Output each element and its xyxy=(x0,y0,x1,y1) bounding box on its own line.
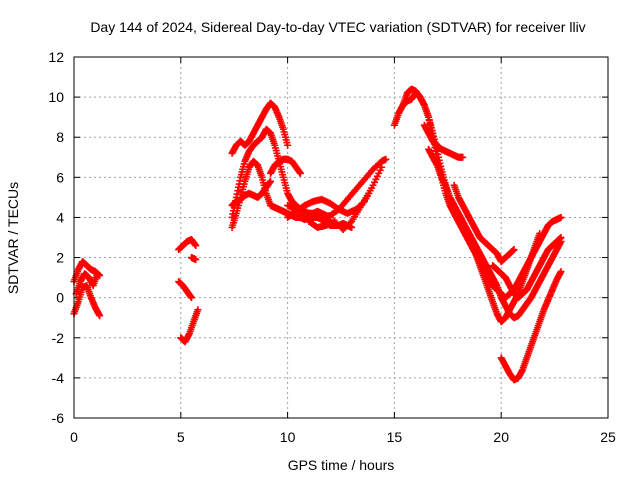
data-point xyxy=(192,242,200,250)
y-tick-label: 6 xyxy=(56,169,64,185)
x-tick-label: 20 xyxy=(493,429,509,445)
data-point xyxy=(93,270,101,278)
data-point xyxy=(346,219,354,227)
data-point xyxy=(510,246,518,254)
series-trace-4 xyxy=(175,236,200,254)
series-trace-15 xyxy=(305,189,373,233)
series-trace-19 xyxy=(420,121,467,161)
data-point xyxy=(365,189,373,197)
data-point xyxy=(284,141,292,149)
data-point xyxy=(296,169,304,177)
x-tick-label: 5 xyxy=(177,429,185,445)
data-point xyxy=(378,163,386,171)
y-tick-labels: -6 -4 -2 0 2 4 6 8 10 12 xyxy=(48,49,64,426)
data-point xyxy=(557,268,565,276)
data-point xyxy=(194,306,202,314)
y-tick-label: 2 xyxy=(56,250,64,266)
data-points xyxy=(70,85,565,384)
series-trace-18 xyxy=(425,145,565,322)
data-point xyxy=(96,312,104,320)
chart-title: Day 144 of 2024, Sidereal Day-to-day VTE… xyxy=(90,19,585,35)
y-axis-label: SDTVAR / TECUs xyxy=(5,182,21,294)
data-point xyxy=(557,213,565,221)
y-tick-label: 12 xyxy=(48,49,64,65)
x-tick-labels: 0 5 10 15 20 25 xyxy=(70,429,616,445)
series-trace-12 xyxy=(267,155,304,177)
x-tick-label: 0 xyxy=(70,429,78,445)
y-tick-label: 0 xyxy=(56,290,64,306)
series-trace-21 xyxy=(497,268,565,384)
series-trace-7 xyxy=(187,254,200,264)
data-point xyxy=(192,256,200,264)
y-tick-label: 10 xyxy=(48,89,64,105)
y-tick-label: 8 xyxy=(56,129,64,145)
plot-frame xyxy=(73,56,609,419)
series-trace-20 xyxy=(450,181,518,266)
data-point xyxy=(382,155,390,163)
y-tick-label: 4 xyxy=(56,209,64,225)
data-point xyxy=(459,153,467,161)
series-trace-6 xyxy=(175,278,195,302)
x-tick-label: 25 xyxy=(600,429,616,445)
y-tick-label: -2 xyxy=(52,330,65,346)
x-tick-label: 10 xyxy=(280,429,296,445)
data-point xyxy=(187,294,195,302)
series-trace-14 xyxy=(284,163,386,221)
x-tick-label: 15 xyxy=(387,429,403,445)
x-axis-label: GPS time / hours xyxy=(288,457,395,473)
series-trace-3 xyxy=(72,270,101,298)
y-tick-label: -4 xyxy=(52,370,65,386)
y-tick-label: -6 xyxy=(52,410,65,426)
data-point xyxy=(557,234,565,241)
series-trace-10 xyxy=(228,99,292,157)
series-trace-22 xyxy=(489,234,565,302)
series-trace-11 xyxy=(228,177,275,209)
series-trace-5 xyxy=(177,306,202,346)
data-point xyxy=(267,177,275,185)
